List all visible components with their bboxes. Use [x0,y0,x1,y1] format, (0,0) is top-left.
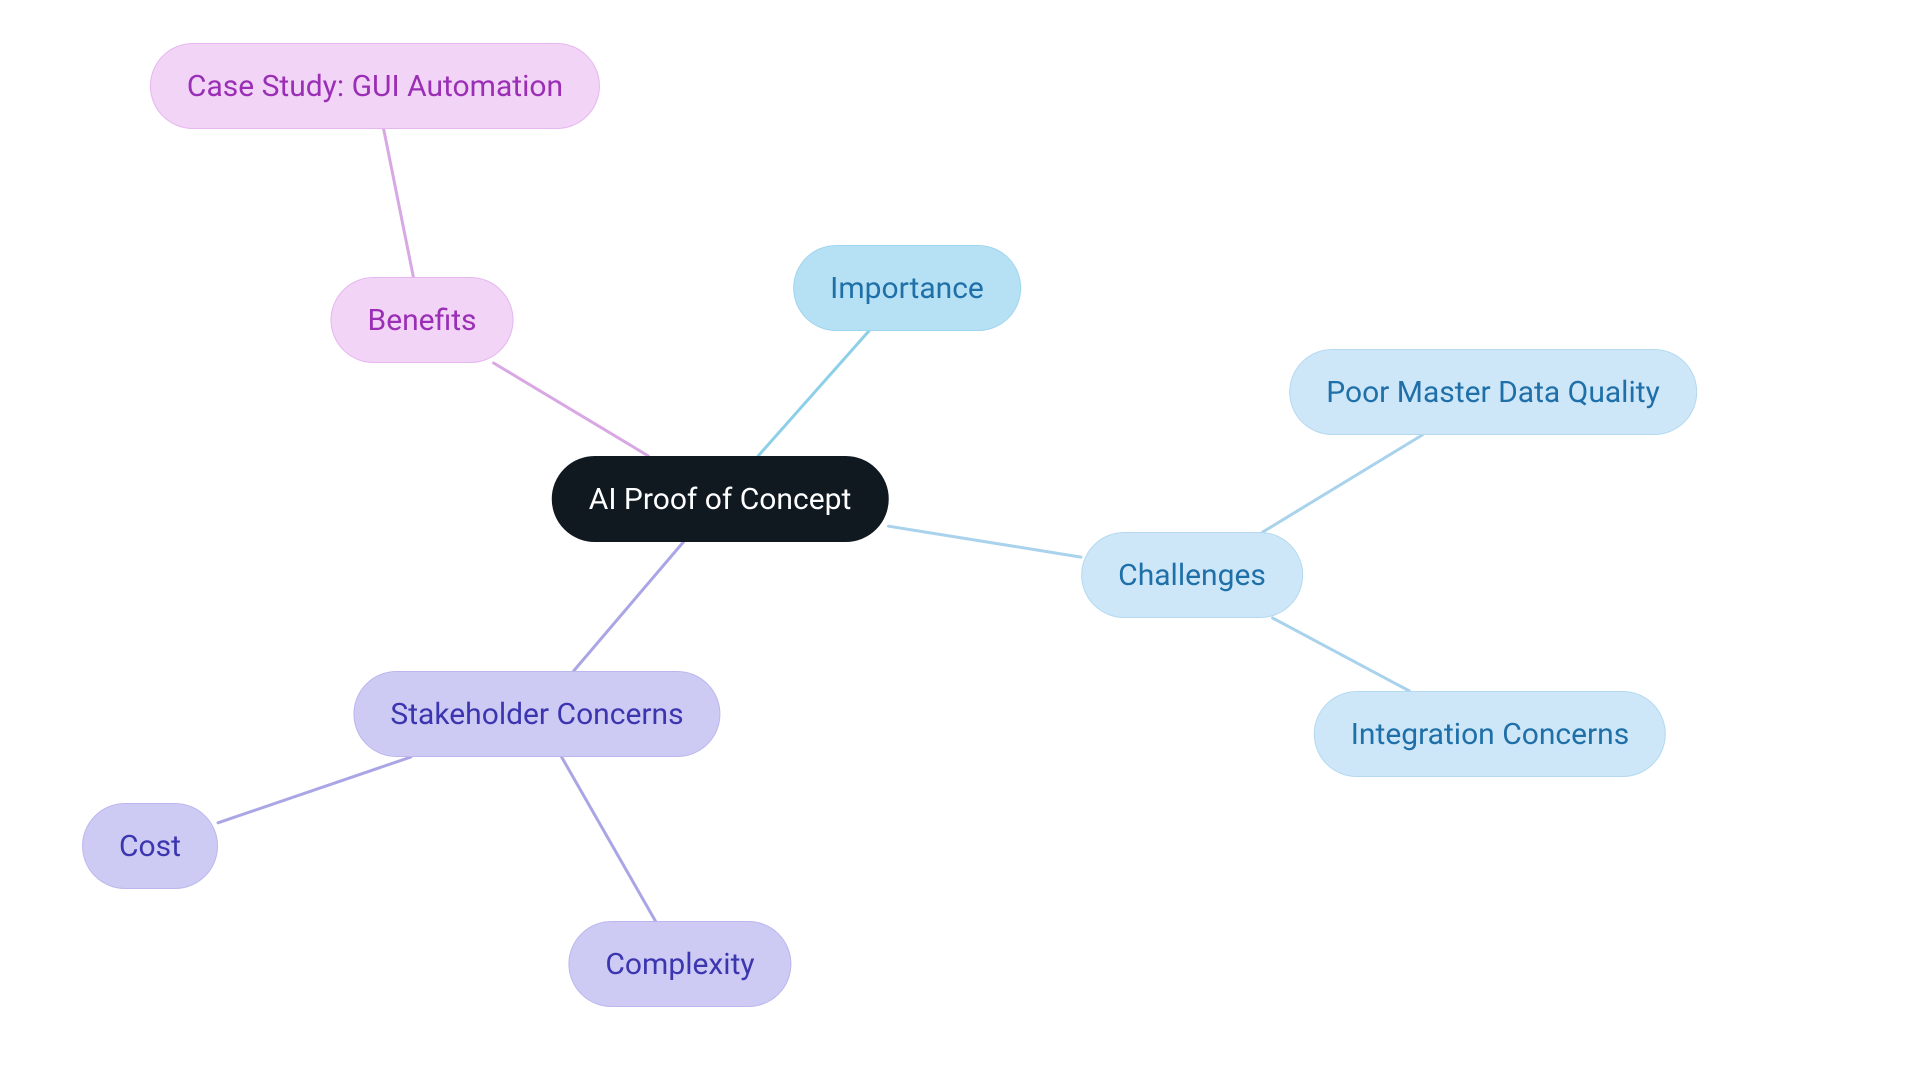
node-label: Challenges [1118,558,1266,593]
node-casestudy[interactable]: Case Study: GUI Automation [150,43,600,129]
node-integration[interactable]: Integration Concerns [1314,691,1666,777]
node-root[interactable]: AI Proof of Concept [552,456,889,542]
node-benefits[interactable]: Benefits [331,277,514,363]
node-label: AI Proof of Concept [589,482,852,517]
edge-layer [0,0,1920,1083]
edge [494,363,649,456]
edge [218,757,411,823]
node-challenges[interactable]: Challenges [1081,532,1303,618]
node-complexity[interactable]: Complexity [568,921,791,1007]
node-label: Integration Concerns [1351,717,1629,752]
edge [889,526,1082,557]
edge [758,331,869,456]
mindmap-canvas: AI Proof of Concept Benefits Case Study:… [0,0,1920,1083]
node-label: Case Study: GUI Automation [187,69,563,104]
edge [1273,618,1410,691]
node-label: Benefits [368,303,477,338]
node-label: Complexity [605,947,754,982]
node-importance[interactable]: Importance [793,245,1021,331]
node-poordata[interactable]: Poor Master Data Quality [1289,349,1697,435]
node-cost[interactable]: Cost [82,803,218,889]
edge [384,129,414,277]
node-label: Stakeholder Concerns [390,697,683,732]
edge [574,542,684,671]
node-label: Poor Master Data Quality [1326,375,1660,410]
node-stakeholder[interactable]: Stakeholder Concerns [353,671,720,757]
node-label: Cost [119,829,181,864]
edge [562,757,656,921]
edge [1263,435,1423,532]
node-label: Importance [830,271,984,306]
